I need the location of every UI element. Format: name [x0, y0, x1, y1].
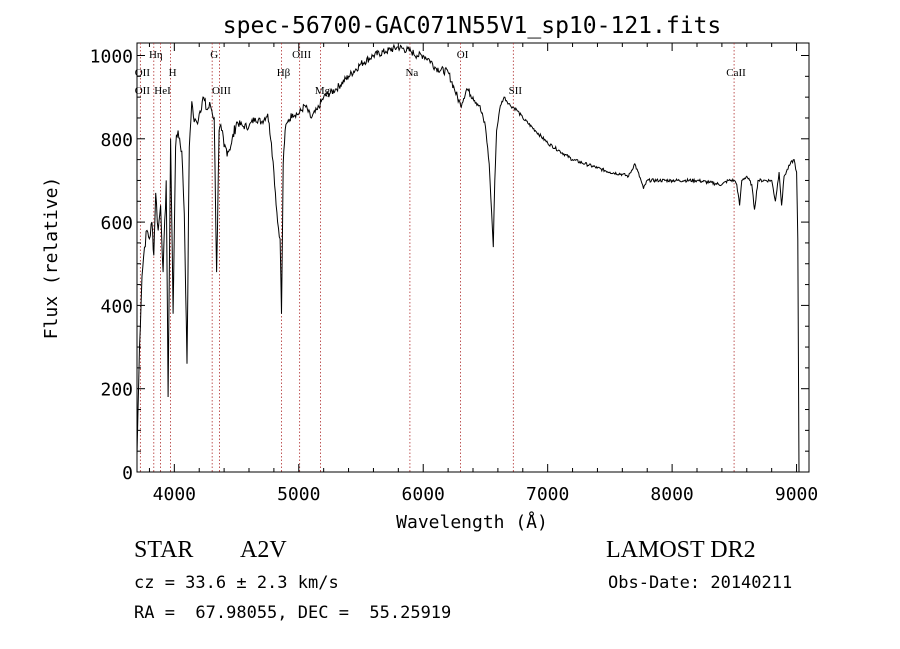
- redshift-velocity: cz = 33.6 ± 2.3 km/s: [134, 573, 339, 593]
- line-label: HeI: [154, 85, 171, 97]
- marker-lines: [139, 43, 735, 472]
- x-tick-label: 6000: [402, 484, 445, 505]
- x-axis-label: Wavelength (Å): [396, 511, 548, 533]
- x-tick-label: 7000: [526, 484, 569, 505]
- x-tick-label: 8000: [650, 484, 693, 505]
- spectrum-series: [136, 43, 800, 473]
- object-type: STAR: [134, 537, 194, 563]
- coordinates: RA = 67.98055, DEC = 55.25919: [134, 603, 452, 623]
- y-tick-label: 200: [100, 380, 133, 401]
- line-label: G: [210, 49, 218, 61]
- spectrum-line: [136, 43, 800, 473]
- subclass: A2V: [240, 537, 287, 563]
- x-tick-label: 4000: [153, 484, 196, 505]
- plot-frame: [136, 42, 810, 473]
- y-tick-label: 800: [100, 130, 133, 151]
- survey-name: LAMOST DR2: [606, 537, 756, 563]
- x-tick-label: 5000: [277, 484, 320, 505]
- y-tick-label: 1000: [90, 46, 133, 67]
- line-label: OIII: [212, 85, 231, 97]
- y-tick-label: 0: [122, 463, 133, 484]
- x-tick-label: 9000: [775, 484, 818, 505]
- y-tick-label: 600: [100, 213, 133, 234]
- y-tick-label: 400: [100, 296, 133, 317]
- line-label: CaII: [726, 67, 746, 79]
- line-label: OII: [135, 85, 151, 97]
- chart-title: spec-56700-GAC071N55V1_sp10-121.fits: [223, 13, 722, 39]
- line-label: OIII: [292, 49, 311, 61]
- line-label: H: [169, 67, 177, 79]
- line-label: OI: [457, 49, 469, 61]
- line-label: Hη: [149, 49, 163, 61]
- line-label: Na: [405, 67, 418, 79]
- line-label: SII: [509, 85, 523, 97]
- obs-date: Obs-Date: 20140211: [608, 573, 793, 593]
- y-axis-label: Flux (relative): [41, 177, 62, 340]
- line-label: Hβ: [277, 67, 291, 79]
- line-label: OII: [135, 67, 151, 79]
- axis-ticks: 4000 5000 6000 7000 8000 9000 0 200 400 600 800 100…: [90, 43, 818, 505]
